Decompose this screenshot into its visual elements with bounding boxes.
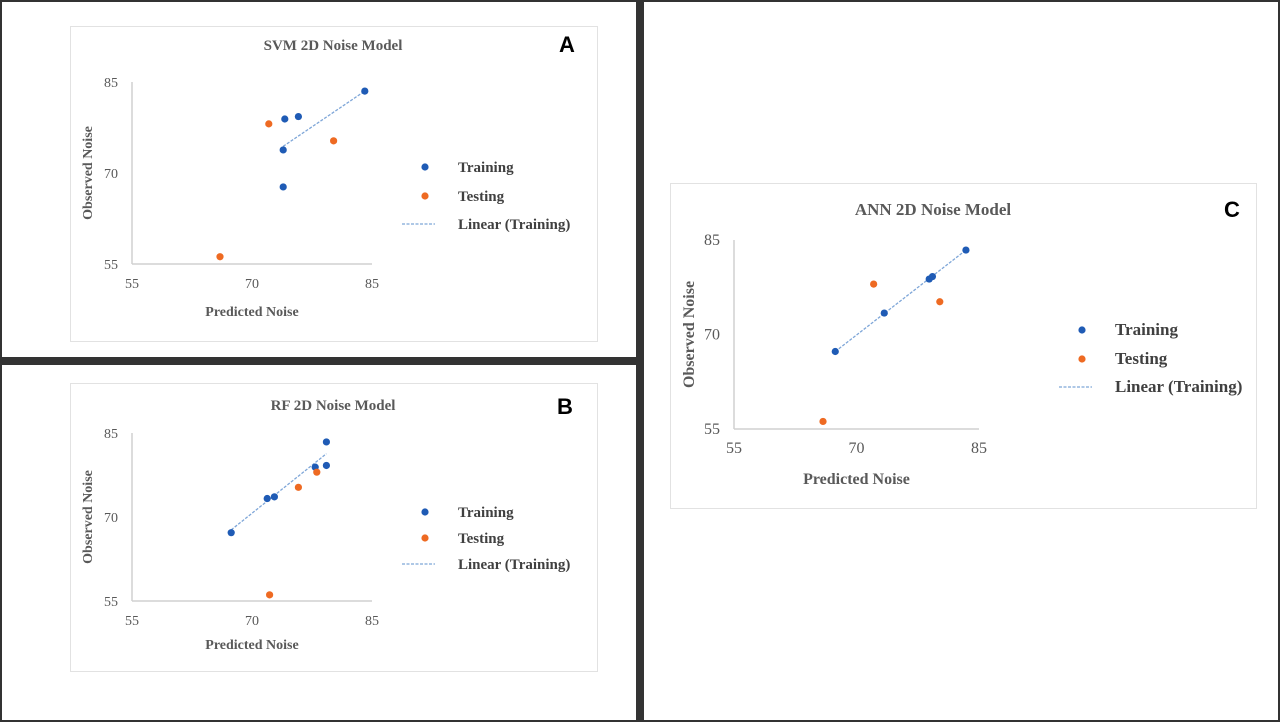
legend-testing-marker xyxy=(421,192,429,200)
trendline xyxy=(834,249,967,353)
y-axis-label: Observed Noise xyxy=(81,126,96,220)
trendline xyxy=(282,90,366,147)
legend-trendline-label: Linear (Training) xyxy=(1115,377,1242,396)
chart-title: ANN 2D Noise Model xyxy=(855,200,1012,219)
y-tick-label: 70 xyxy=(104,167,118,182)
legend-testing-label: Testing xyxy=(458,531,505,547)
chart-c: ANN 2D Noise Model C 55 70 85 55 70 85 Predicted… xyxy=(681,197,1242,488)
panel-letter: A xyxy=(559,32,575,57)
x-tick-label: 85 xyxy=(365,277,379,292)
x-tick-label: 70 xyxy=(849,440,865,457)
legend-training-marker xyxy=(1078,326,1086,334)
chart-title: RF 2D Noise Model xyxy=(271,398,396,414)
training-point xyxy=(227,529,235,537)
training-point xyxy=(322,461,330,470)
testing-point xyxy=(819,417,827,426)
legend-testing-marker xyxy=(421,534,429,542)
legend-training-marker xyxy=(421,163,429,171)
y-tick-label: 70 xyxy=(104,511,118,526)
x-axis-label: Predicted Noise xyxy=(205,638,298,653)
chart-title: SVM 2D Noise Model xyxy=(264,38,403,54)
x-axis-label: Predicted Noise xyxy=(803,471,910,488)
training-point xyxy=(279,146,287,154)
training-point xyxy=(281,115,289,123)
legend: Training Testing Linear (Training) xyxy=(1059,320,1242,396)
panel-rf xyxy=(70,383,598,672)
y-tick-label: 55 xyxy=(104,595,118,610)
panel-letter: C xyxy=(1224,197,1240,222)
panel-svm xyxy=(70,26,598,342)
trendline xyxy=(230,453,327,531)
testing-point xyxy=(294,483,302,491)
y-tick-label: 70 xyxy=(704,327,720,344)
panel-ann xyxy=(670,183,1257,509)
chart-b: RF 2D Noise Model B 55 70 85 55 70 85 Predicted … xyxy=(81,394,573,653)
testing-point xyxy=(870,280,878,288)
training-point xyxy=(928,272,937,281)
training-point xyxy=(279,183,287,191)
legend: Training Testing Linear (Training) xyxy=(402,160,570,233)
x-axis-label: Predicted Noise xyxy=(205,305,298,320)
x-tick-label: 70 xyxy=(245,277,259,292)
chart-a: SVM 2D Noise Model A 55 70 85 55 70 85 Predicted… xyxy=(81,32,575,320)
training-point xyxy=(831,347,839,356)
vertical-divider xyxy=(636,0,644,722)
legend-trendline-label: Linear (Training) xyxy=(458,217,570,233)
x-tick-label: 70 xyxy=(245,614,259,629)
legend: Training Testing Linear (Training) xyxy=(402,505,570,573)
y-axis-label: Observed Noise xyxy=(681,281,698,388)
legend-testing-label: Testing xyxy=(458,189,505,205)
training-point xyxy=(361,87,369,95)
training-point xyxy=(263,494,271,503)
legend-training-marker xyxy=(421,508,429,516)
testing-point xyxy=(266,591,274,599)
testing-point xyxy=(216,253,224,261)
legend-training-label: Training xyxy=(458,160,514,176)
panel-letter: B xyxy=(557,394,573,419)
training-point xyxy=(962,246,970,254)
testing-point xyxy=(313,468,321,476)
legend-training-label: Training xyxy=(1115,320,1178,339)
x-tick-label: 85 xyxy=(971,440,987,457)
y-tick-label: 85 xyxy=(104,76,118,91)
testing-point xyxy=(265,120,273,128)
legend-trendline-label: Linear (Training) xyxy=(458,557,570,573)
legend-training-label: Training xyxy=(458,505,514,521)
y-tick-label: 85 xyxy=(104,427,118,442)
y-tick-label: 55 xyxy=(104,258,118,273)
x-tick-label: 85 xyxy=(365,614,379,629)
horizontal-divider xyxy=(0,357,640,365)
y-tick-label: 85 xyxy=(704,232,720,249)
training-point xyxy=(270,493,278,501)
legend-testing-marker xyxy=(1078,355,1086,363)
training-point xyxy=(294,112,302,121)
training-point xyxy=(880,309,888,317)
testing-point xyxy=(936,298,944,306)
x-tick-label: 55 xyxy=(125,277,139,292)
training-point xyxy=(322,438,330,446)
legend-testing-label: Testing xyxy=(1115,349,1168,368)
x-tick-label: 55 xyxy=(726,440,742,457)
y-tick-label: 55 xyxy=(704,421,720,438)
x-tick-label: 55 xyxy=(125,614,139,629)
testing-point xyxy=(330,137,338,145)
y-axis-label: Observed Noise xyxy=(81,470,96,564)
